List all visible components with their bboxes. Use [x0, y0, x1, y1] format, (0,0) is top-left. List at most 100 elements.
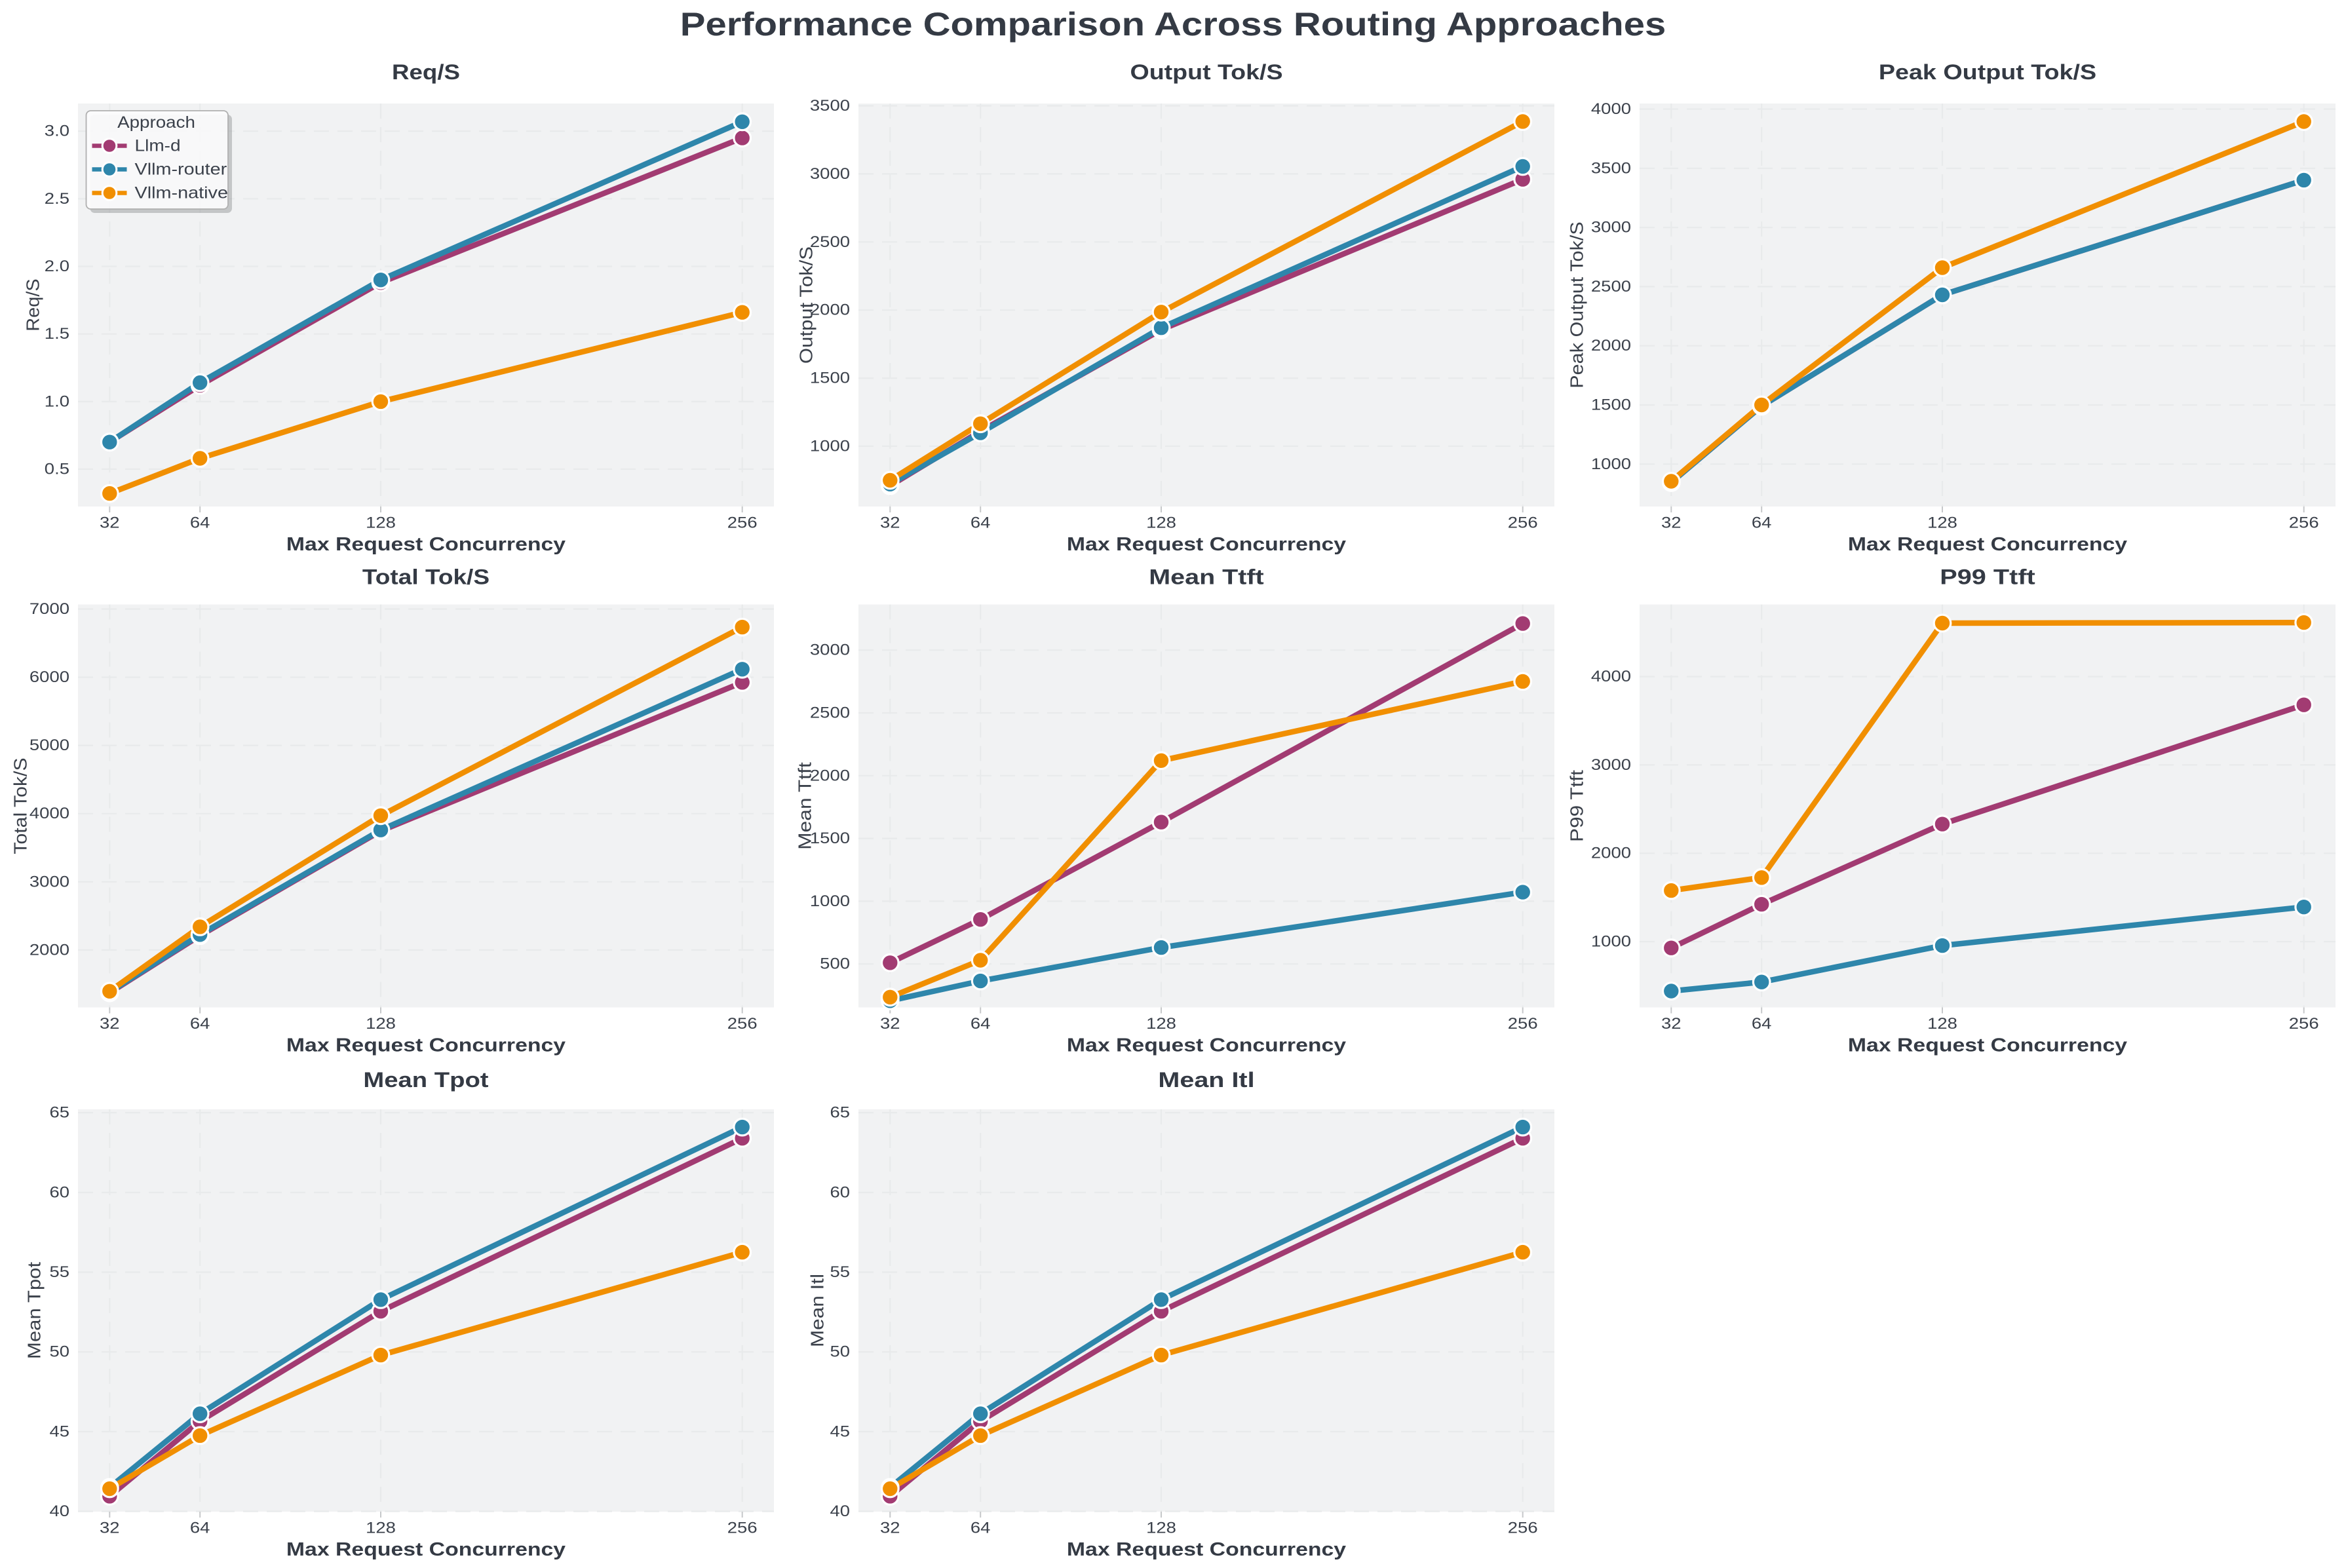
- svg-text:128: 128: [1146, 514, 1176, 532]
- svg-text:3.0: 3.0: [45, 123, 69, 140]
- svg-text:32: 32: [100, 514, 120, 532]
- svg-text:64: 64: [971, 1015, 991, 1033]
- svg-text:Vllm-native: Vllm-native: [135, 184, 229, 202]
- svg-text:Peak Output Tok/S: Peak Output Tok/S: [1879, 60, 2096, 84]
- svg-text:65: 65: [50, 1104, 70, 1122]
- svg-text:64: 64: [190, 514, 210, 532]
- svg-text:2.0: 2.0: [45, 258, 69, 275]
- svg-text:3500: 3500: [1591, 159, 1631, 177]
- svg-text:32: 32: [1661, 514, 1682, 532]
- svg-text:2000: 2000: [29, 941, 69, 959]
- svg-text:128: 128: [366, 1015, 396, 1033]
- svg-text:45: 45: [830, 1423, 851, 1440]
- svg-text:1500: 1500: [810, 370, 850, 387]
- svg-text:Output Tok/S: Output Tok/S: [796, 246, 817, 364]
- svg-text:Max Request Concurrency: Max Request Concurrency: [1067, 1539, 1346, 1560]
- svg-text:2000: 2000: [1591, 845, 1631, 862]
- svg-text:2.5: 2.5: [45, 190, 69, 208]
- svg-text:32: 32: [100, 1015, 120, 1033]
- svg-text:32: 32: [880, 1520, 900, 1537]
- svg-text:64: 64: [190, 1520, 210, 1537]
- svg-text:P99 Ttft: P99 Ttft: [1940, 565, 2035, 589]
- svg-text:Mean Itl: Mean Itl: [807, 1274, 828, 1347]
- svg-text:5000: 5000: [29, 736, 69, 754]
- svg-text:40: 40: [830, 1502, 851, 1520]
- svg-text:32: 32: [880, 514, 900, 532]
- svg-text:Output Tok/S: Output Tok/S: [1130, 60, 1283, 84]
- svg-text:128: 128: [366, 514, 396, 532]
- svg-text:256: 256: [727, 514, 758, 532]
- svg-text:55: 55: [50, 1263, 70, 1281]
- svg-text:60: 60: [50, 1183, 70, 1201]
- svg-text:6000: 6000: [29, 668, 69, 686]
- svg-text:1500: 1500: [1591, 396, 1631, 414]
- svg-text:64: 64: [1752, 514, 1772, 532]
- svg-text:256: 256: [2289, 1015, 2319, 1033]
- svg-text:64: 64: [971, 514, 991, 532]
- svg-text:3500: 3500: [810, 97, 850, 115]
- svg-text:3000: 3000: [810, 641, 850, 659]
- svg-text:1.0: 1.0: [45, 392, 69, 410]
- svg-text:2500: 2500: [810, 233, 850, 251]
- svg-text:Max Request Concurrency: Max Request Concurrency: [286, 1539, 566, 1560]
- svg-text:128: 128: [1146, 1015, 1176, 1033]
- svg-text:4000: 4000: [29, 805, 69, 822]
- svg-text:0.5: 0.5: [45, 461, 69, 478]
- svg-text:1000: 1000: [1591, 933, 1631, 951]
- svg-text:32: 32: [100, 1520, 120, 1537]
- svg-text:Vllm-router: Vllm-router: [135, 161, 227, 179]
- svg-text:128: 128: [366, 1520, 396, 1537]
- svg-text:2000: 2000: [1591, 337, 1631, 354]
- svg-text:Mean Ttft: Mean Ttft: [795, 762, 815, 850]
- svg-text:Mean Tpot: Mean Tpot: [24, 1262, 45, 1359]
- svg-text:Req/S: Req/S: [392, 60, 460, 84]
- svg-text:65: 65: [830, 1104, 851, 1122]
- svg-text:256: 256: [1508, 1520, 1538, 1537]
- svg-text:2000: 2000: [810, 301, 850, 319]
- svg-text:128: 128: [1146, 1520, 1176, 1537]
- svg-text:Max Request Concurrency: Max Request Concurrency: [286, 534, 566, 555]
- svg-text:Performance Comparison Across: Performance Comparison Across Routing Ap…: [680, 6, 1666, 43]
- svg-text:2500: 2500: [810, 704, 850, 722]
- svg-text:P99 Ttft: P99 Ttft: [1567, 770, 1587, 842]
- svg-text:55: 55: [830, 1263, 851, 1281]
- svg-text:Total Tok/S: Total Tok/S: [10, 757, 31, 854]
- svg-text:3000: 3000: [810, 165, 850, 183]
- svg-text:Max Request Concurrency: Max Request Concurrency: [1067, 1035, 1346, 1056]
- svg-text:2500: 2500: [1591, 278, 1631, 296]
- svg-text:45: 45: [50, 1423, 70, 1440]
- svg-text:Llm-d: Llm-d: [135, 137, 181, 155]
- svg-text:1000: 1000: [810, 438, 850, 455]
- svg-text:1.5: 1.5: [45, 325, 69, 343]
- svg-text:40: 40: [50, 1502, 70, 1520]
- svg-text:128: 128: [1927, 514, 1957, 532]
- svg-text:3000: 3000: [1591, 756, 1631, 774]
- svg-text:Req/S: Req/S: [23, 278, 43, 331]
- svg-text:3000: 3000: [29, 873, 69, 890]
- svg-text:Max Request Concurrency: Max Request Concurrency: [1848, 534, 2127, 555]
- svg-text:32: 32: [880, 1015, 900, 1033]
- svg-text:50: 50: [50, 1343, 70, 1361]
- svg-text:50: 50: [830, 1343, 851, 1361]
- svg-text:Approach: Approach: [117, 113, 195, 132]
- svg-text:256: 256: [727, 1520, 758, 1537]
- svg-text:128: 128: [1927, 1015, 1957, 1033]
- svg-text:64: 64: [190, 1015, 210, 1033]
- svg-text:500: 500: [820, 955, 850, 973]
- svg-text:1000: 1000: [1591, 455, 1631, 473]
- svg-text:32: 32: [1661, 1015, 1682, 1033]
- svg-text:256: 256: [1508, 1015, 1538, 1033]
- svg-text:4000: 4000: [1591, 668, 1631, 685]
- svg-text:256: 256: [2289, 514, 2319, 532]
- svg-text:256: 256: [1508, 514, 1538, 532]
- svg-text:Peak Output Tok/S: Peak Output Tok/S: [1567, 221, 1587, 389]
- svg-text:2000: 2000: [810, 767, 850, 784]
- svg-text:64: 64: [971, 1520, 991, 1537]
- svg-text:3000: 3000: [1591, 219, 1631, 237]
- svg-text:256: 256: [727, 1015, 758, 1033]
- svg-text:Max Request Concurrency: Max Request Concurrency: [286, 1035, 566, 1056]
- svg-text:4000: 4000: [1591, 100, 1631, 118]
- svg-text:64: 64: [1752, 1015, 1772, 1033]
- svg-text:7000: 7000: [29, 600, 69, 618]
- svg-text:Mean Ttft: Mean Ttft: [1149, 565, 1264, 589]
